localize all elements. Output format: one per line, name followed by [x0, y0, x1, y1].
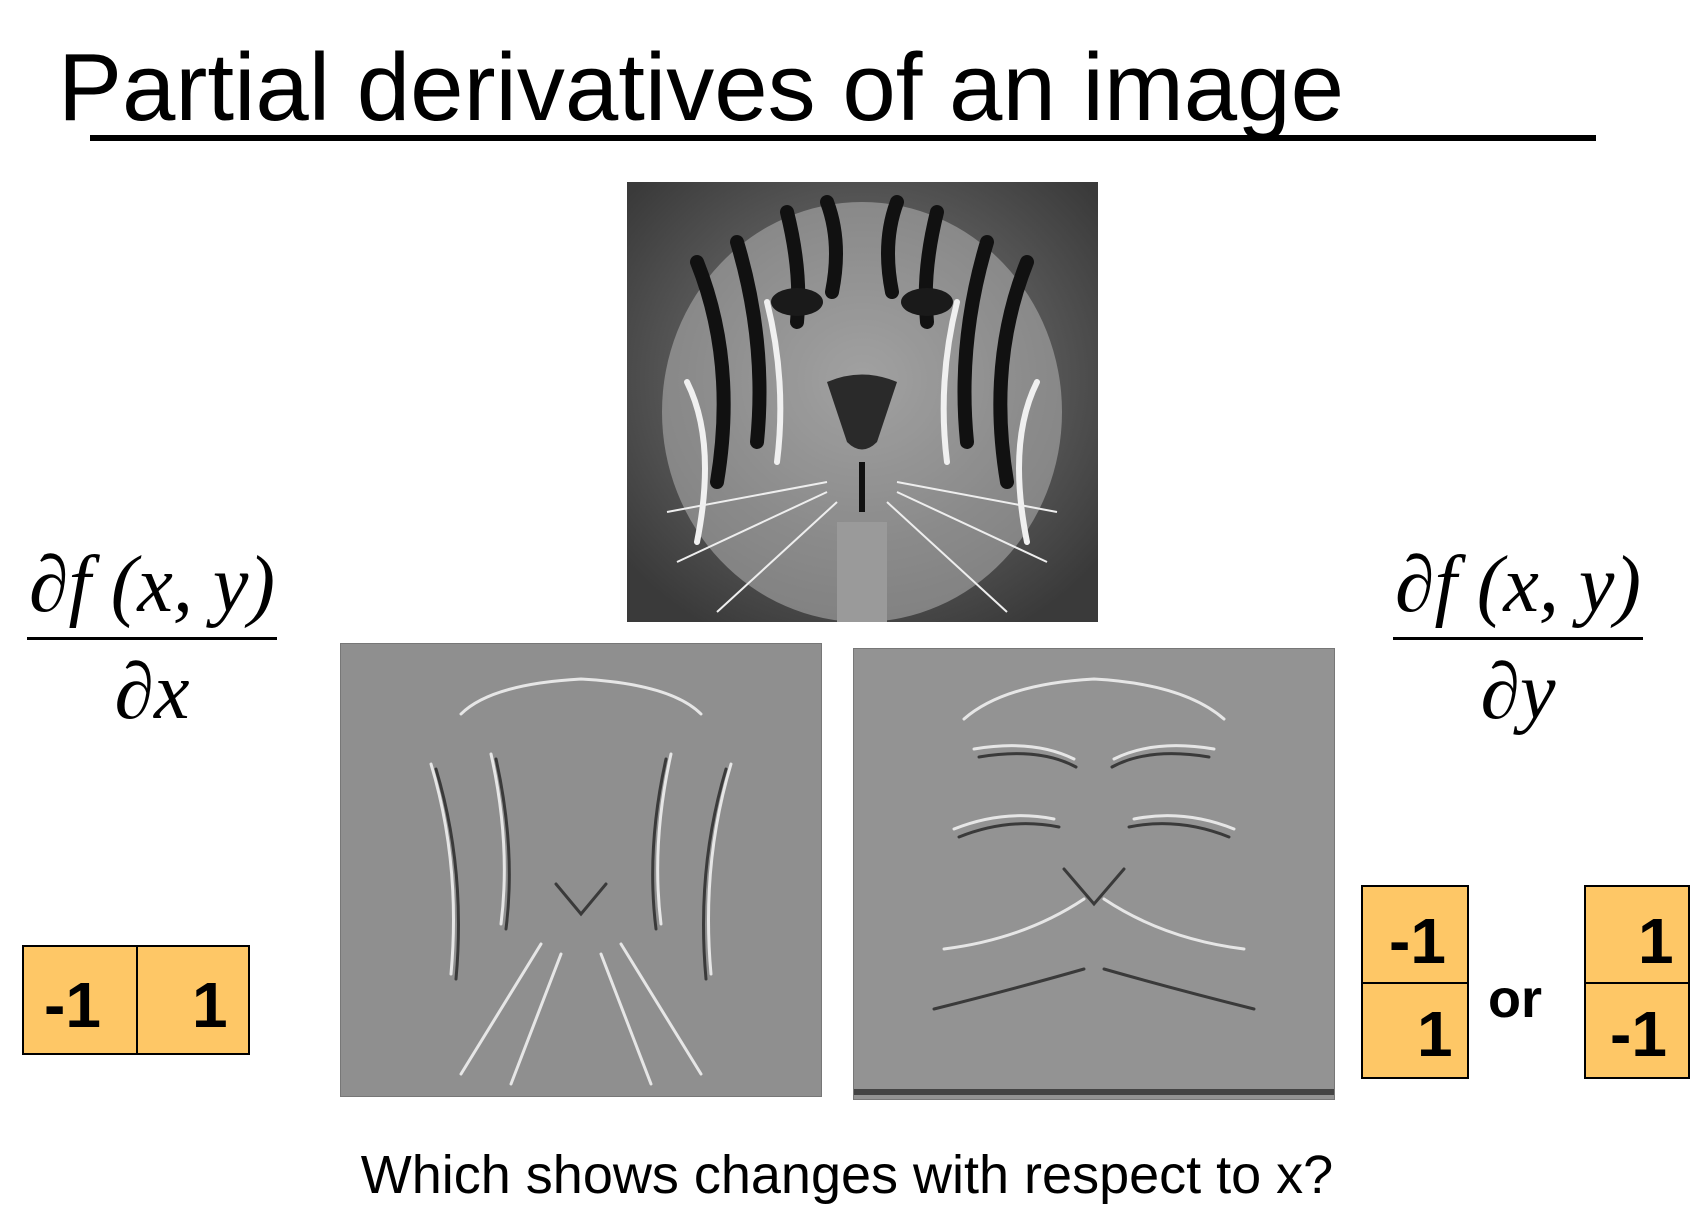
kernel-y-option-2: 1 -1 [1584, 885, 1690, 1079]
question-text: Which shows changes with respect to x? [360, 1145, 1334, 1205]
slide-title: Partial derivatives of an image [58, 34, 1344, 141]
title-underline [90, 135, 1596, 141]
derivative-image-a [340, 643, 822, 1097]
kernel-y-option-1: -1 1 [1361, 885, 1469, 1079]
kernel-value: -1 [1610, 998, 1667, 1070]
kernel-value: -1 [44, 969, 101, 1041]
kernel-y1-cell-bottom: 1 [1363, 984, 1467, 1077]
or-label: or [1488, 969, 1542, 1029]
partial-x-formula: ∂f (x, y) ∂x [27, 545, 277, 732]
kernel-x-cell-2: 1 [138, 947, 248, 1053]
partial-y-formula: ∂f (x, y) ∂y [1393, 545, 1643, 732]
kernel-value: 1 [1417, 998, 1453, 1070]
partial-x-denominator: ∂x [114, 648, 190, 736]
fraction-bar [27, 637, 277, 640]
fraction-bar [1393, 637, 1643, 640]
partial-y-numerator: ∂f (x, y) [1394, 541, 1642, 629]
kernel-x-cell-1: -1 [24, 947, 138, 1053]
derivative-image-b [853, 648, 1335, 1100]
kernel-value: 1 [1638, 905, 1674, 977]
kernel-y2-cell-top: 1 [1586, 887, 1688, 984]
partial-y-denominator: ∂y [1480, 648, 1556, 736]
kernel-x: -1 1 [22, 945, 250, 1055]
kernel-value: -1 [1389, 905, 1446, 977]
partial-x-numerator: ∂f (x, y) [28, 541, 276, 629]
tiger-photo [627, 182, 1098, 622]
kernel-y2-cell-bottom: -1 [1586, 984, 1688, 1077]
kernel-y1-cell-top: -1 [1363, 887, 1467, 984]
kernel-value: 1 [192, 969, 228, 1041]
